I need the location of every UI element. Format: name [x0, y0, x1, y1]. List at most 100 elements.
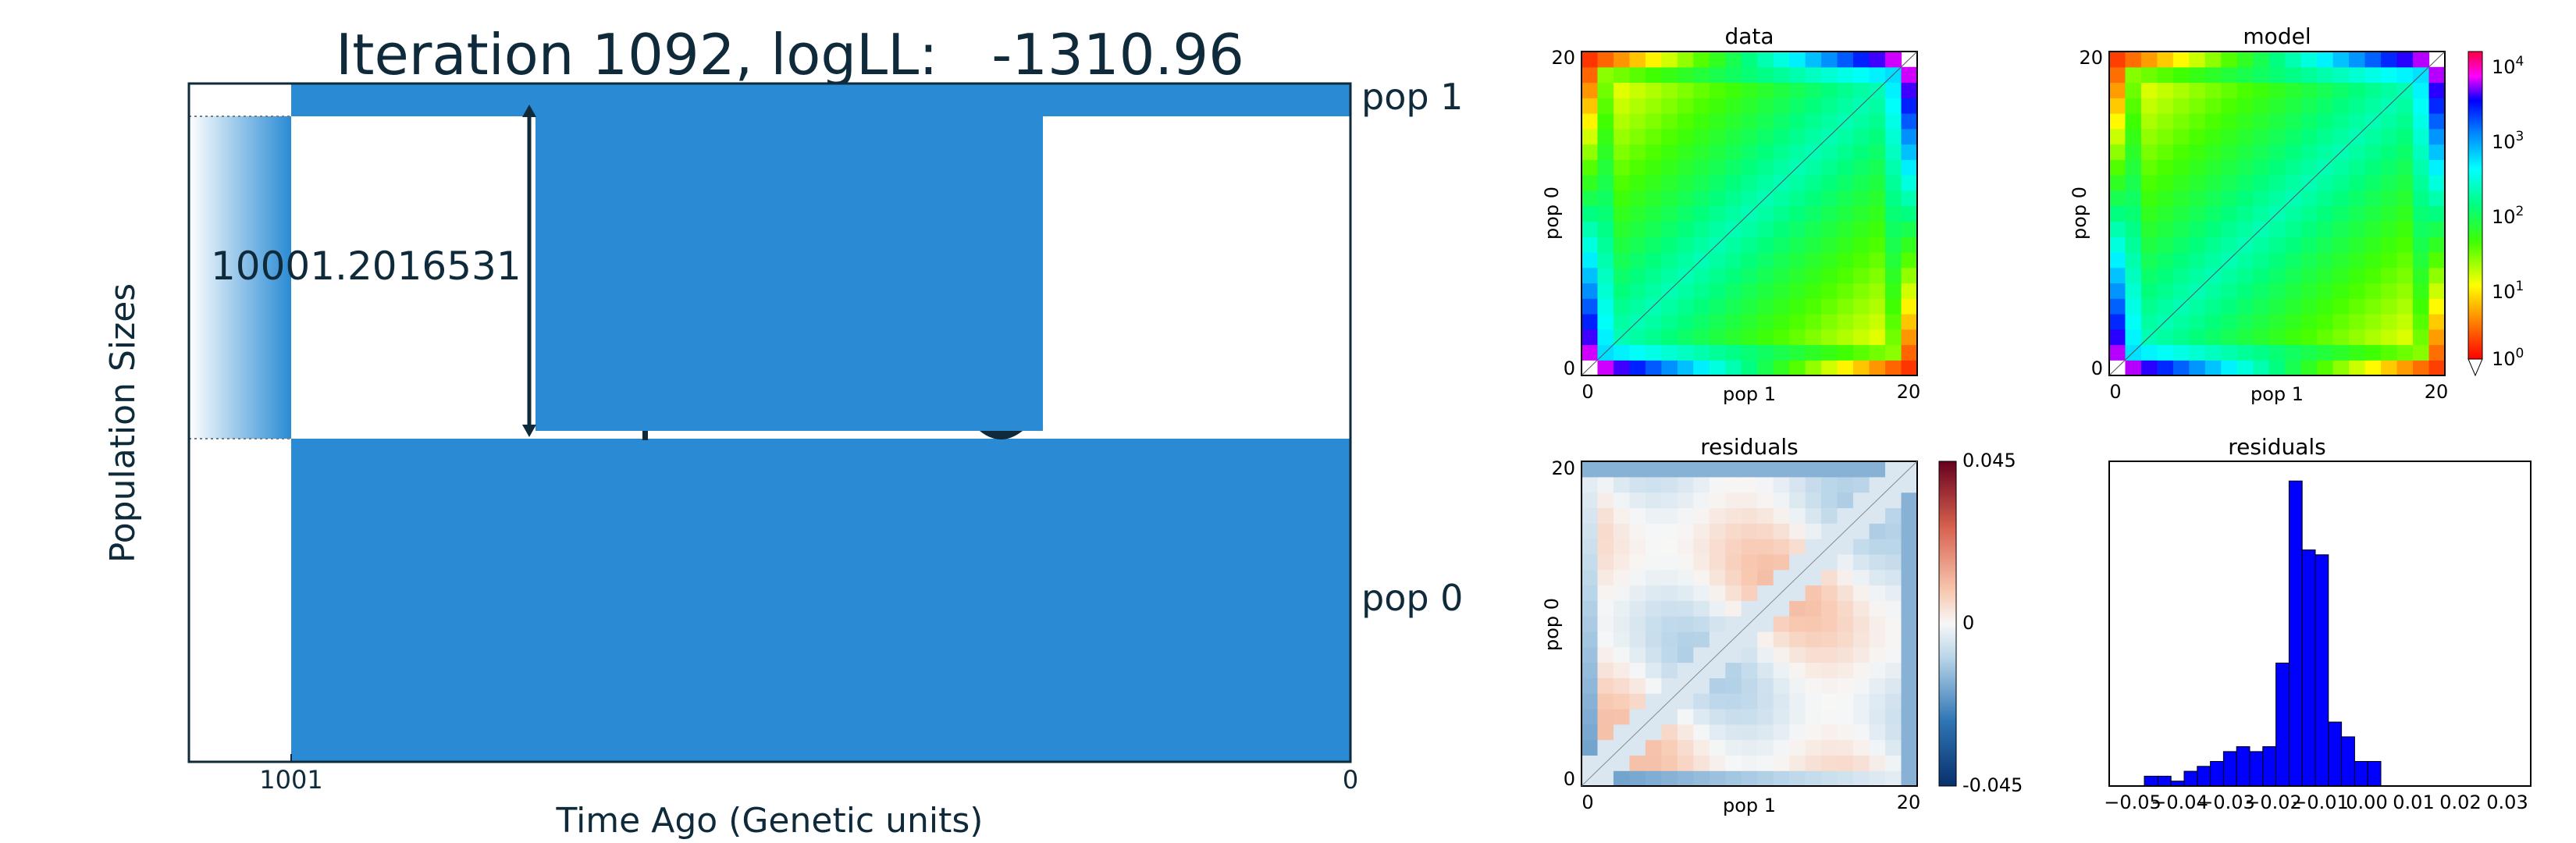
- heatmap-cell: [1645, 646, 1662, 663]
- heatmap-cell: [1725, 144, 1742, 160]
- heatmap-cell: [1725, 770, 1742, 787]
- heatmap-cell: [1885, 98, 1902, 114]
- heatmap-cell: [1725, 492, 1742, 509]
- heatmap-cell: [2364, 144, 2382, 160]
- heatmap-cell: [1901, 313, 1918, 330]
- heatmap-cell: [2109, 344, 2126, 361]
- resid-y-tick-20: 20: [1551, 457, 1575, 479]
- heatmap-cell: [1693, 190, 1710, 207]
- heatmap-cell: [1677, 523, 1694, 539]
- heatmap-cell: [2396, 52, 2414, 68]
- histogram-x-tick-label: 0.02: [2439, 791, 2481, 813]
- heatmap-cell: [2236, 251, 2254, 269]
- heatmap-cell: [1597, 739, 1614, 756]
- heatmap-cell: [1773, 539, 1790, 555]
- heatmap-cell: [1885, 600, 1902, 617]
- heatmap-cell: [1597, 144, 1614, 160]
- pop0-band: [291, 439, 1350, 762]
- heatmap-cell: [1741, 476, 1758, 493]
- heatmap-cell: [1821, 329, 1838, 346]
- heatmap-cell: [2268, 52, 2286, 68]
- heatmap-cell: [2428, 175, 2446, 191]
- heatmap-cell: [1597, 251, 1614, 269]
- heatmap-cell: [2268, 159, 2286, 176]
- heatmap-cell: [1725, 283, 1742, 299]
- heatmap-cell: [1709, 298, 1726, 315]
- heatmap-cell: [1693, 113, 1710, 130]
- heatmap-cell: [2300, 205, 2318, 222]
- heatmap-cell: [1773, 344, 1790, 361]
- resid-cbar-tick-mid: 0: [1962, 612, 1974, 634]
- heatmap-cell: [2268, 298, 2286, 315]
- heatmap-cell: [1901, 678, 1918, 694]
- heatmap-cell: [1869, 66, 1886, 84]
- heatmap-cell: [1582, 283, 1599, 299]
- heatmap-cell: [1885, 360, 1902, 376]
- heatmap-cell: [1885, 631, 1902, 648]
- heatmap-cell: [1677, 66, 1694, 84]
- heatmap-cell: [1613, 82, 1631, 98]
- heatmap-cell: [1613, 770, 1631, 787]
- heatmap-cell: [1789, 251, 1806, 269]
- heatmap-cell: [1677, 492, 1694, 509]
- heatmap-cell: [1613, 360, 1631, 376]
- heatmap-cell: [2364, 175, 2382, 191]
- heatmap-cell: [1725, 523, 1742, 539]
- heatmap-cell: [2332, 128, 2350, 145]
- heatmap-cell: [2253, 298, 2270, 315]
- heatmap-cell: [1582, 144, 1599, 160]
- heatmap-cell: [1661, 476, 1678, 493]
- heatmap-cell: [1837, 283, 1854, 299]
- heatmap-cell: [2172, 313, 2190, 330]
- heatmap-cell: [2221, 221, 2238, 237]
- heatmap-cell: [1741, 159, 1758, 176]
- heatmap-cell: [1837, 539, 1854, 555]
- heatmap-cell: [1789, 461, 1806, 478]
- heatmap-cell: [1885, 678, 1902, 694]
- heatmap-cell: [1821, 755, 1838, 771]
- model-y-tick-20: 20: [2079, 47, 2103, 69]
- heatmap-cell: [1805, 66, 1822, 84]
- heatmap-cell: [1885, 770, 1902, 787]
- heatmap-cell: [1613, 693, 1631, 710]
- heatmap-cell: [1709, 616, 1726, 632]
- heatmap-cell: [1693, 492, 1710, 509]
- heatmap-cell: [2140, 175, 2158, 191]
- heatmap-cell: [2285, 144, 2302, 160]
- heatmap-cell: [1789, 755, 1806, 771]
- heatmap-cell: [1582, 128, 1599, 145]
- heatmap-cell: [2236, 144, 2254, 160]
- heatmap-cell: [1741, 539, 1758, 555]
- heatmap-cell: [2221, 329, 2238, 346]
- heatmap-cell: [1773, 724, 1790, 741]
- heatmap-cell: [2268, 175, 2286, 191]
- heatmap-cell: [1677, 539, 1694, 555]
- heatmap-cell: [1645, 251, 1662, 269]
- heatmap-cell: [1757, 221, 1774, 237]
- heatmap-cell: [1725, 646, 1742, 663]
- heatmap-cell: [1693, 678, 1710, 694]
- heatmap-cell: [1757, 360, 1774, 376]
- histogram-x-ticks: −0.05−0.04−0.03−0.02−0.010.00 0.01 0.02 0.0…: [2104, 791, 2528, 813]
- heatmap-cell: [1805, 461, 1822, 478]
- heatmap-cell: [1629, 251, 1646, 269]
- data-title: data: [1724, 23, 1774, 49]
- heatmap-cell: [1741, 98, 1758, 114]
- heatmap-cell: [2317, 113, 2334, 130]
- heatmap-cell: [1677, 98, 1694, 114]
- heatmap-cell: [1885, 329, 1902, 346]
- heatmap-cell: [1901, 251, 1918, 269]
- heatmap-cell: [2172, 251, 2190, 269]
- heatmap-cell: [1645, 553, 1662, 571]
- heatmap-cell: [1837, 267, 1854, 284]
- heatmap-cell: [2285, 113, 2302, 130]
- heatmap-cell: [1645, 283, 1662, 299]
- histogram-bar: [2367, 760, 2382, 787]
- heatmap-cell: [2349, 175, 2366, 191]
- heatmap-cell: [1645, 329, 1662, 346]
- heatmap-cell: [1821, 770, 1838, 787]
- heatmap-cell: [1741, 678, 1758, 694]
- heatmap-cell: [2285, 82, 2302, 98]
- heatmap-cell: [2413, 283, 2430, 299]
- heatmap-cell: [2109, 283, 2126, 299]
